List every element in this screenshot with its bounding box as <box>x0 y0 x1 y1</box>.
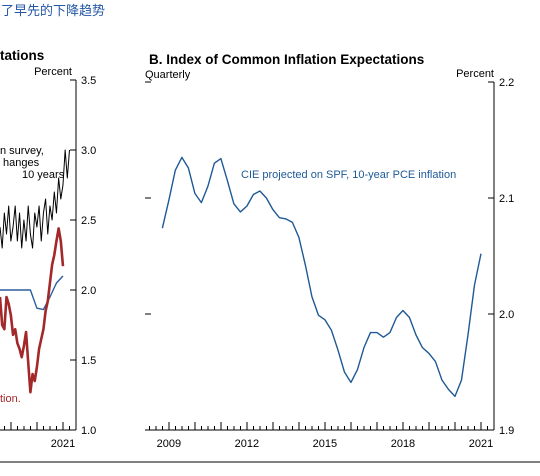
right-chart-panel: B. Index of Common Inflation Expectation… <box>145 52 514 450</box>
page-header-text: 了早先的下降趋势 <box>1 3 105 19</box>
y-unit-label: Percent <box>34 66 72 78</box>
y-tick-label: 1.0 <box>81 425 96 437</box>
series-line-2 <box>0 275 64 311</box>
y-tick-label: 2.1 <box>499 193 514 205</box>
chart-frequency-label: Quarterly <box>145 69 191 81</box>
series-line-3 <box>0 227 65 394</box>
series-annotation-line: n survey, <box>0 145 44 157</box>
x-tick-label: 2021 <box>469 438 493 450</box>
y-tick-label: 2.0 <box>81 285 96 297</box>
x-tick-label: 2015 <box>313 438 337 450</box>
y-tick-label: 3.0 <box>81 145 96 157</box>
series-annotation-line: 10 years <box>22 169 65 181</box>
left-chart-panel: tations Percent n survey, hanges 10 year… <box>0 48 96 450</box>
y-tick-label: 1.5 <box>81 355 96 367</box>
y-unit-label: Percent <box>456 68 494 80</box>
x-tick-label: 2021 <box>51 438 75 450</box>
y-tick-label: 1.9 <box>499 425 514 437</box>
chart-title: tations <box>0 48 44 63</box>
x-tick-label: 2012 <box>235 438 259 450</box>
x-tick-label: 2009 <box>157 438 181 450</box>
x-tick-label: 2018 <box>391 438 415 450</box>
y-tick-label: 3.5 <box>81 75 96 87</box>
series-annotation-line: hanges <box>3 157 40 169</box>
y-tick-label: 2.0 <box>499 309 514 321</box>
series-line-1 <box>161 156 482 398</box>
series-line-1 <box>0 149 70 249</box>
y-tick-label: 2.2 <box>499 77 514 89</box>
series-annotation-red: tion. <box>0 393 21 405</box>
series-annotation-cie: CIE projected on SPF, 10-year PCE inflat… <box>241 169 456 181</box>
chart-title: B. Index of Common Inflation Expectation… <box>149 52 424 67</box>
y-tick-label: 2.5 <box>81 215 96 227</box>
